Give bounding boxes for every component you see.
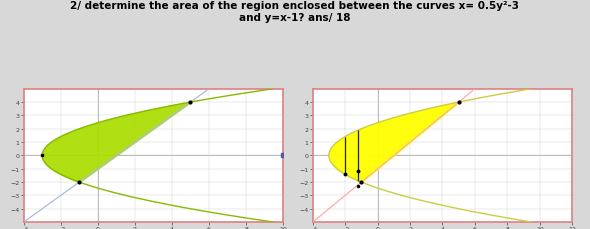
Text: 2/ determine the area of the region enclosed between the curves x= 0.5y²-3: 2/ determine the area of the region encl… <box>70 1 520 11</box>
Text: and y=x-1? ans/ 18: and y=x-1? ans/ 18 <box>240 13 350 22</box>
